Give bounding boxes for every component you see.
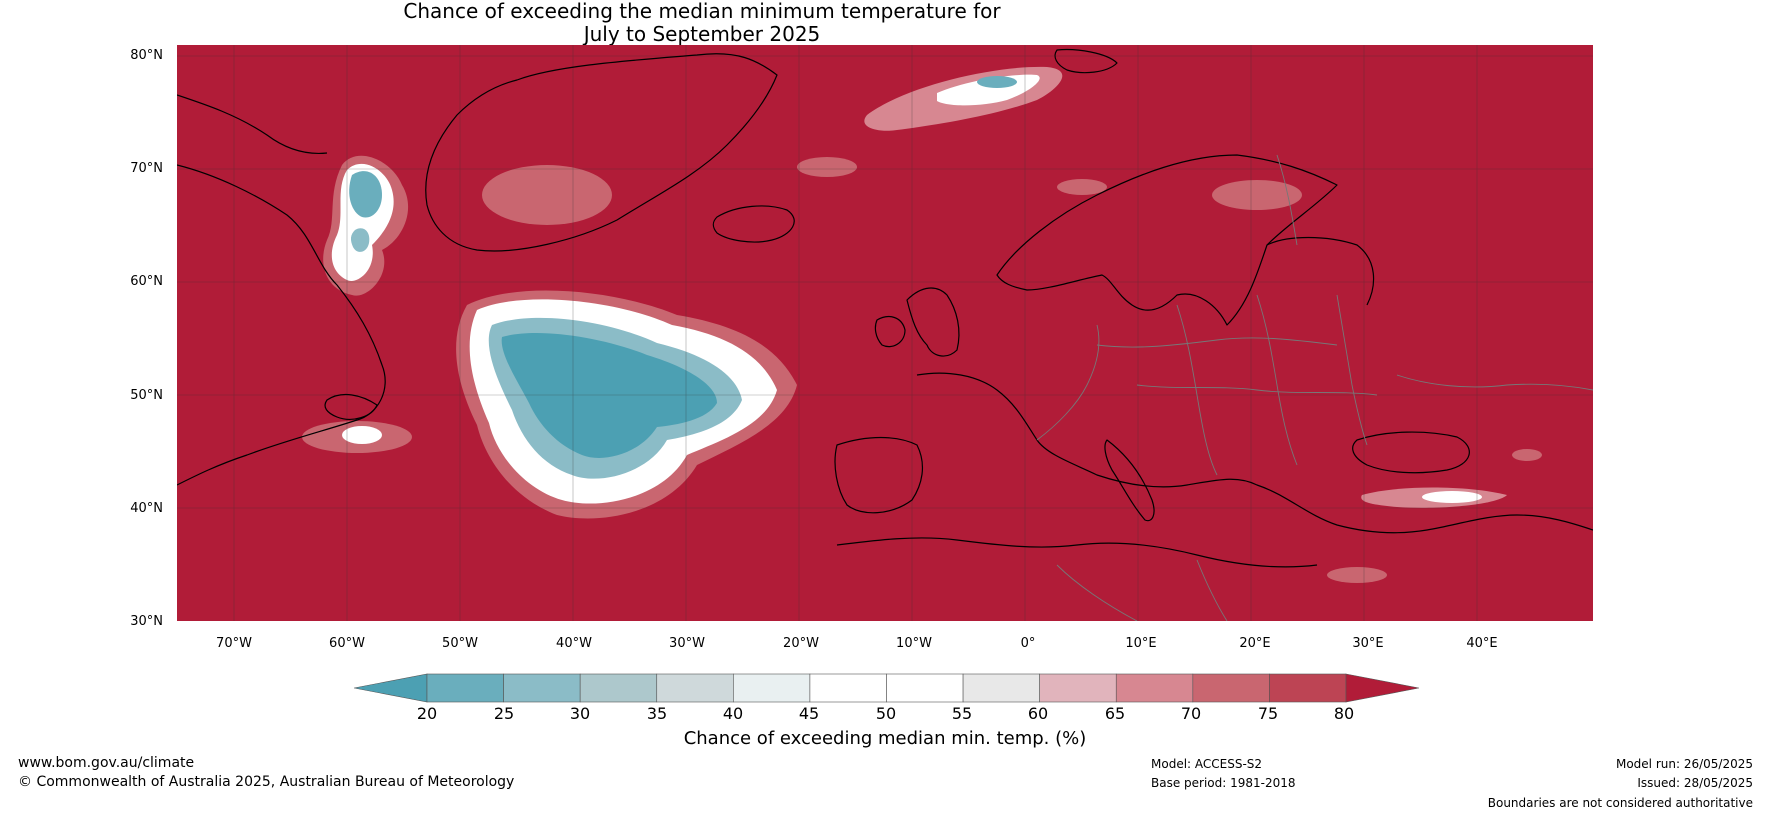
colorbar-segment [733, 673, 811, 703]
lat-label-70n: 70°N [130, 161, 163, 176]
colorbar-segment [962, 673, 1040, 703]
greenland-sea-anomaly [864, 66, 1063, 131]
colorbar-tick: 75 [1257, 704, 1279, 723]
lat-label-80n: 80°N [130, 48, 163, 63]
colorbar-tick: 35 [646, 704, 668, 723]
lat-label-60n: 60°N [130, 274, 163, 289]
nova-scotia-anomaly [302, 421, 412, 453]
north-atlantic-anomaly [456, 290, 797, 519]
model-run-text: Model run: 26/05/2025 [1615, 757, 1753, 771]
copyright-text: © Commonwealth of Australia 2025, Austra… [18, 774, 515, 790]
base-period-text: Base period: 1981-2018 [1151, 776, 1296, 790]
website-text: www.bom.gov.au/climate [18, 755, 195, 771]
lat-label-40n: 40°N [130, 501, 163, 516]
colorbar-tick: 55 [951, 704, 973, 723]
colorbar-segment [1192, 673, 1270, 703]
lon-label-30e: 30°E [1352, 636, 1384, 651]
colorbar-tick: 45 [798, 704, 820, 723]
turkey-anomaly [1361, 487, 1507, 508]
colorbar-segment [1269, 673, 1347, 703]
lat-label-50n: 50°N [130, 388, 163, 403]
model-text: Model: ACCESS-S2 [1151, 757, 1263, 771]
colorbar-tick: 65 [1104, 704, 1126, 723]
lon-label-70w: 70°W [216, 636, 252, 651]
lon-label-0: 0° [1020, 636, 1036, 651]
colorbar-tick: 25 [493, 704, 515, 723]
colorbar-segment [656, 673, 734, 703]
lon-label-20w: 20°W [783, 636, 819, 651]
lon-label-10e: 10°E [1125, 636, 1157, 651]
lon-label-40e: 40°E [1466, 636, 1498, 651]
colorbar-extend-high [1345, 673, 1420, 703]
lat-label-30n: 30°N [130, 614, 163, 629]
baffin-anomaly [323, 155, 409, 296]
graticule [177, 45, 1593, 621]
disclaimer-text: Boundaries are not considered authoritat… [1487, 796, 1753, 810]
colorbar-tick: 60 [1027, 704, 1049, 723]
probability-map [177, 45, 1593, 621]
lon-label-40w: 40°W [556, 636, 592, 651]
colorbar-label: Chance of exceeding median min. temp. (%… [683, 728, 1087, 749]
colorbar-segment [579, 673, 658, 703]
colorbar-segment [426, 673, 504, 703]
issued-text: Issued: 28/05/2025 [1637, 776, 1753, 790]
colorbar-tick: 50 [875, 704, 897, 723]
colorbar-segment [886, 673, 964, 703]
lon-label-50w: 50°W [442, 636, 478, 651]
map-svg [177, 45, 1593, 621]
colorbar-svg [353, 673, 1420, 703]
map-background [177, 45, 1593, 621]
colorbar-tick: 70 [1180, 704, 1202, 723]
lon-label-30w: 30°W [669, 636, 705, 651]
coastlines [177, 48, 1593, 568]
colorbar-segment [809, 673, 887, 703]
colorbar-segment [1039, 673, 1117, 703]
chart-title-line1: Chance of exceeding the median minimum t… [403, 0, 1001, 23]
colorbar [353, 673, 1420, 703]
faint-patches [482, 157, 1542, 583]
borders [1036, 154, 1593, 621]
colorbar-tick: 30 [569, 704, 591, 723]
colorbar-extend-low [353, 673, 428, 703]
lon-label-20e: 20°E [1239, 636, 1271, 651]
colorbar-tick: 80 [1333, 704, 1355, 723]
chart-title-line2: July to September 2025 [583, 22, 821, 46]
colorbar-segment [503, 673, 581, 703]
colorbar-segment [1115, 673, 1194, 703]
lon-label-60w: 60°W [329, 636, 365, 651]
lon-label-10w: 10°W [896, 636, 932, 651]
colorbar-tick: 20 [416, 704, 438, 723]
colorbar-tick: 40 [722, 704, 744, 723]
